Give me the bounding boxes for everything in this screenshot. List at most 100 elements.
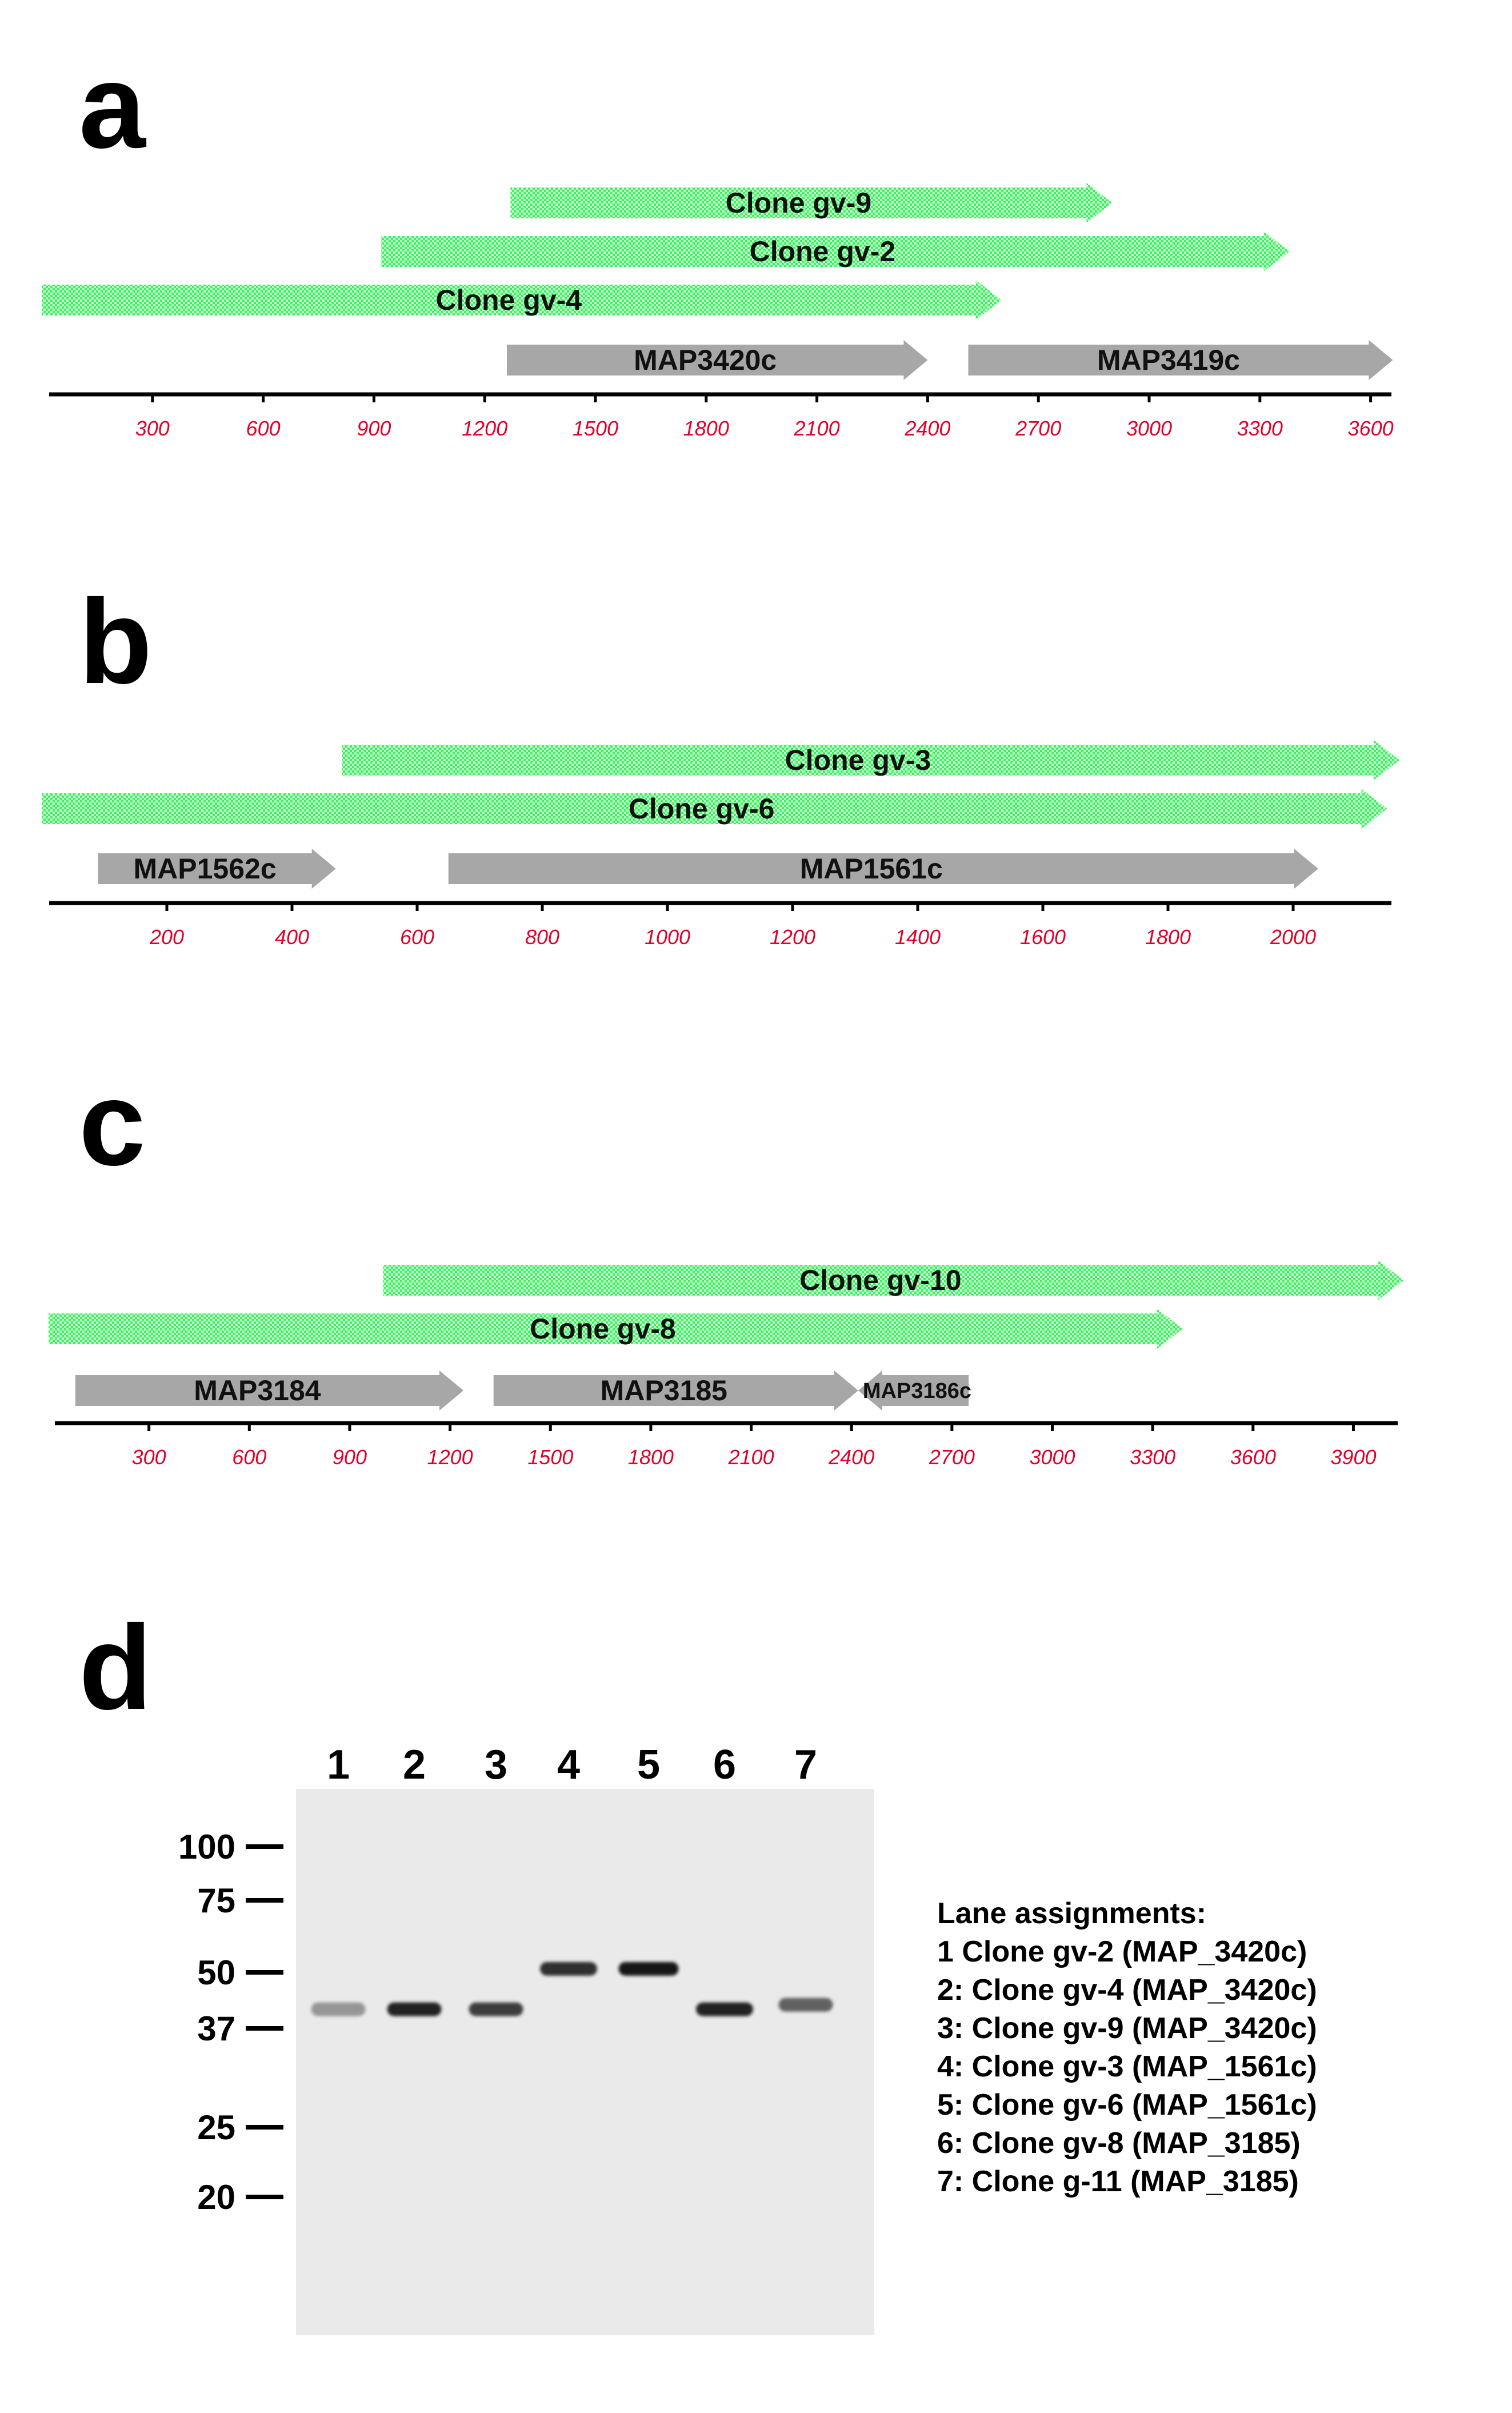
- gene-arrow: [493, 1371, 858, 1411]
- clone-arrow: [342, 740, 1400, 780]
- panel-c-clones: Clone gv-10 Clone gv-8: [49, 1260, 1404, 1349]
- clone-arrow: [42, 280, 1002, 320]
- gene-label: MAP1562c: [134, 853, 277, 885]
- gel-bands: [311, 1961, 833, 2016]
- tick-label: 1200: [462, 417, 507, 440]
- lane-number: 1: [327, 1742, 350, 1788]
- lane-number: 3: [485, 1742, 507, 1788]
- tick-label: 2400: [904, 417, 950, 440]
- tick-label: 2000: [1270, 925, 1316, 949]
- panel-c-genes: MAP3184 MAP3185 MAP3186c: [75, 1371, 971, 1411]
- marker-label: 25: [197, 2108, 235, 2147]
- tick-label: 3000: [1126, 417, 1172, 440]
- tick-label: 900: [333, 1445, 367, 1469]
- legend-item: 3: Clone gv-9 (MAP_3420c): [937, 2012, 1317, 2045]
- clone-arrow: [49, 1309, 1183, 1349]
- lane-number: 4: [557, 1742, 580, 1788]
- panel-letter-b: b: [79, 574, 152, 709]
- tick-label: 2100: [728, 1445, 774, 1469]
- gene-arrow: [98, 849, 336, 889]
- legend-item: 7: Clone g-11 (MAP_3185): [937, 2165, 1299, 2198]
- gel-band: [540, 1961, 597, 1976]
- tick-label: 300: [135, 417, 170, 440]
- gel-molecular-weight-markers: 100 75 50 37 25 20: [178, 1828, 283, 2216]
- tick-label: 3300: [1130, 1445, 1175, 1469]
- marker-label: 75: [197, 1881, 235, 1920]
- gene-label: MAP3419c: [1097, 344, 1240, 376]
- tick-label: 2700: [1015, 417, 1061, 440]
- gel-lane-numbers: 1 2 3 4 5 6 7: [327, 1742, 817, 1788]
- tick-label: 1200: [770, 925, 815, 949]
- panel-letter-a: a: [79, 39, 147, 173]
- tick-label: 200: [149, 925, 184, 949]
- tick-label: 600: [246, 417, 281, 440]
- panel-b-ticks: 200 400 600 800 1000 1200 1400 1600 1800 2000: [149, 903, 1316, 949]
- tick-label: 800: [525, 925, 559, 949]
- gene-label: MAP3186c: [863, 1379, 971, 1403]
- panel-b-clones: Clone gv-3 Clone gv-6: [42, 740, 1400, 829]
- tick-label: 1500: [527, 1445, 573, 1469]
- tick-label: 600: [400, 925, 434, 949]
- gel-band: [618, 1961, 679, 1976]
- panel-b-genes: MAP1562c MAP1561c: [98, 849, 1318, 889]
- panel-c-ticks: 300 600 900 1200 1500 1800 2100 2400 2700 3000 330…: [132, 1423, 1376, 1469]
- tick-label: 1600: [1020, 925, 1066, 949]
- marker-label: 100: [178, 1828, 235, 1866]
- gel-image: [296, 1789, 874, 2335]
- lane-number: 6: [713, 1742, 736, 1788]
- marker-label: 20: [197, 2178, 235, 2216]
- clone-label: Clone gv-4: [436, 284, 582, 316]
- marker-label: 37: [197, 2009, 235, 2048]
- legend-item: 6: Clone gv-8 (MAP_3185): [937, 2127, 1301, 2160]
- gene-label: MAP3420c: [634, 344, 777, 376]
- clone-label: Clone gv-2: [750, 235, 896, 267]
- tick-label: 600: [232, 1445, 266, 1469]
- gene-label: MAP3184: [194, 1375, 321, 1407]
- clone-label: Clone gv-10: [799, 1264, 961, 1296]
- panel-a: a Clone gv-9 Clone gv-2 Clone gv-4 MAP3420…: [42, 39, 1394, 440]
- tick-label: 1000: [645, 925, 690, 949]
- legend-item: 5: Clone gv-6 (MAP_1561c): [937, 2088, 1317, 2122]
- legend-item: 4: Clone gv-3 (MAP_1561c): [937, 2050, 1317, 2083]
- clone-label: Clone gv-6: [629, 793, 775, 825]
- tick-label: 3000: [1029, 1445, 1075, 1469]
- clone-arrow: [383, 1260, 1404, 1300]
- panel-a-clones: Clone gv-9 Clone gv-2 Clone gv-4: [42, 183, 1290, 320]
- marker-label: 50: [197, 1953, 235, 1992]
- panel-d: d 1 2 3 4 5 6 7 100 75 50 37 25 20 Lane assignments…: [79, 1600, 1317, 2335]
- gene-label: MAP3185: [601, 1375, 727, 1407]
- gel-band: [696, 2002, 753, 2016]
- tick-label: 1200: [427, 1445, 473, 1469]
- gene-arrow: [506, 340, 928, 380]
- gel-band: [387, 2002, 442, 2016]
- panel-letter-c: c: [79, 1056, 146, 1190]
- legend-title: Lane assignments:: [937, 1897, 1206, 1930]
- clone-arrow: [510, 183, 1113, 223]
- gene-label: MAP1561c: [800, 853, 943, 885]
- lane-number: 2: [403, 1742, 426, 1788]
- tick-label: 1800: [683, 417, 729, 440]
- tick-label: 3600: [1348, 417, 1394, 440]
- clone-arrow: [42, 789, 1387, 829]
- clone-label: Clone gv-3: [785, 744, 931, 776]
- clone-label: Clone gv-9: [726, 187, 872, 219]
- panel-a-genes: MAP3420c MAP3419c: [506, 340, 1393, 380]
- panel-a-ticks: 300 600 900 1200 1500 1800 2100 2400 2700 3000 330…: [135, 394, 1394, 440]
- lane-legend: Lane assignments: 1 Clone gv-2 (MAP_3420…: [937, 1897, 1317, 2198]
- clone-label: Clone gv-8: [530, 1313, 676, 1345]
- gene-arrow: [448, 849, 1318, 889]
- lane-number: 5: [637, 1742, 660, 1788]
- legend-item: 2: Clone gv-4 (MAP_3420c): [937, 1973, 1317, 2007]
- tick-label: 3300: [1237, 417, 1283, 440]
- tick-label: 900: [357, 417, 391, 440]
- gene-arrow: [75, 1371, 464, 1411]
- legend-item: 1 Clone gv-2 (MAP_3420c): [937, 1935, 1307, 1968]
- gel-band: [469, 2002, 523, 2016]
- tick-label: 2700: [929, 1445, 975, 1469]
- gel-band: [778, 1997, 833, 2012]
- tick-label: 2100: [794, 417, 840, 440]
- panel-letter-d: d: [79, 1600, 152, 1735]
- gene-arrow: [968, 340, 1393, 380]
